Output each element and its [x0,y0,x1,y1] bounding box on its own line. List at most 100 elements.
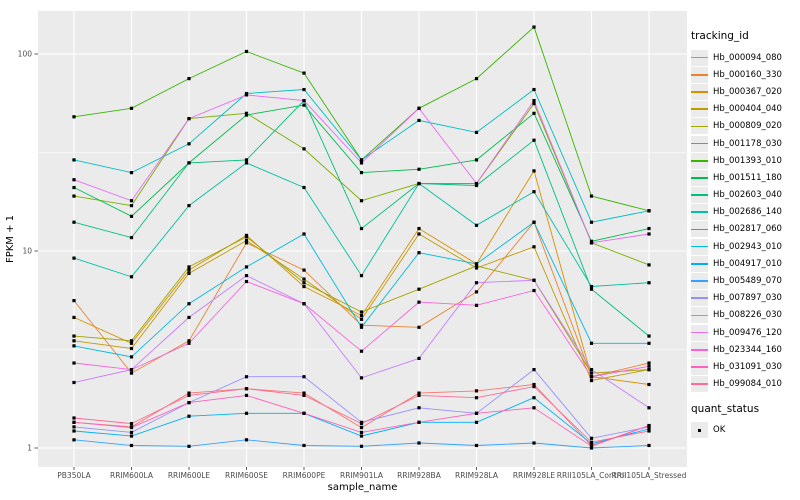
data-point [244,111,249,115]
legend-key-line [691,221,708,238]
data-point [417,393,421,397]
data-point [589,371,594,375]
data-point [72,220,76,224]
quant-ok-key [691,422,708,439]
data-point [359,158,364,162]
data-point [302,147,306,151]
data-point [302,281,306,285]
legend-title-tracking-id: tracking_id [691,30,749,42]
legend-key-line [691,152,708,169]
data-point [589,378,594,383]
data-point [359,444,364,448]
legend-key-line [691,187,708,204]
data-point [532,99,536,103]
data-point [72,380,76,385]
data-point [589,341,594,345]
data-point [532,102,536,106]
data-point [244,279,249,284]
data-point [417,181,421,186]
data-point [589,442,594,446]
data-point [129,341,134,345]
data-point [302,268,306,272]
data-point [532,169,536,173]
data-point [647,406,651,410]
data-point [359,161,364,165]
legend-key-line [691,238,708,255]
legend-item-label: Hb_001178_030 [713,138,782,149]
data-point [647,429,651,433]
legend-item: Hb_001178_030 [691,135,799,152]
x-tick-label: PB350LA [57,471,91,480]
series-color-swatch [691,73,708,76]
data-point [302,277,306,281]
data-point [647,232,651,236]
legend-item: Hb_005489_070 [691,272,799,290]
data-point [647,281,651,285]
data-point [302,87,306,92]
data-point [359,226,364,231]
data-point [589,436,594,440]
data-point [647,368,651,372]
data-point [359,310,364,314]
series-color-swatch [691,194,708,196]
data-point [417,106,421,110]
data-point [359,430,364,435]
data-point [302,185,306,190]
data-point [129,171,134,175]
data-point [187,77,191,81]
legend-item-label: Hb_031091_030 [713,361,782,372]
data-point [72,334,76,338]
data-point [129,425,134,430]
legend-item: Hb_000160_330 [691,66,799,83]
legend-item-label: Hb_000367_020 [713,86,782,97]
data-point [302,411,306,415]
data-point [187,116,191,121]
legend-item: Hb_009476_120 [691,324,799,341]
data-point [359,349,364,353]
data-point [532,288,536,293]
legend-title-quant-status: quant_status [691,402,760,415]
legend-item-label: OK [713,425,726,436]
data-point [129,235,134,240]
data-point [187,414,191,418]
series-color-swatch [691,91,708,93]
legend-item: Hb_000367_020 [691,83,799,100]
data-point [474,264,479,268]
series-color-swatch [691,159,708,162]
y-tick-label: 10 [22,247,32,256]
legend-item-label: Hb_007897_030 [713,293,782,304]
data-point [244,387,249,391]
data-point [417,406,421,410]
data-point [72,185,76,190]
data-point [302,375,306,379]
legend-key-line [691,118,708,135]
data-point [532,245,536,249]
square-point-icon [697,428,702,433]
data-point [417,325,421,329]
series-color-swatch [691,125,708,128]
data-point [589,287,594,291]
data-point [589,440,594,444]
data-point [474,183,479,188]
data-point [532,406,536,410]
data-point [474,77,479,81]
data-point [589,375,594,379]
legend-key-line [691,204,708,221]
legend-item-label: Hb_023344_160 [713,344,782,355]
data-point [244,411,249,415]
legend-key-line [691,307,708,324]
data-point [589,444,594,448]
series-color-swatch [691,245,708,248]
legend-item: Hb_008226_030 [691,307,799,324]
data-point [647,443,651,448]
data-point [532,441,536,445]
data-point [647,427,651,431]
legend-key-line [691,273,708,290]
legend-item-label: Hb_000160_330 [713,69,782,80]
legend-key-line [691,49,708,66]
data-point [244,235,249,239]
legend-key-line [691,101,708,118]
legend-key-line [691,255,708,272]
data-point [187,339,191,343]
